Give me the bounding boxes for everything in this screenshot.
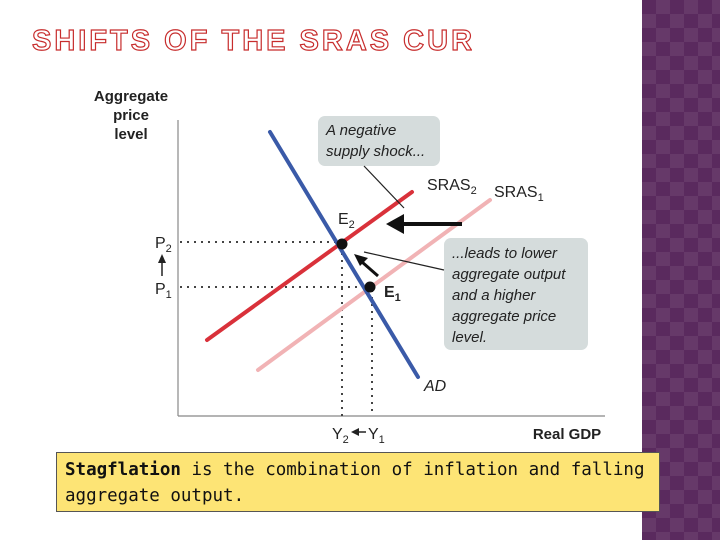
ad-label: AD <box>423 378 447 395</box>
shock-callout-pointer <box>363 165 405 209</box>
result-callout-line-4: aggregate price <box>452 308 556 325</box>
x-axis-label: Real GDP <box>533 426 601 443</box>
ad-curve <box>268 130 420 379</box>
sras2-curve <box>205 190 414 342</box>
y2-label: Y2 <box>332 426 349 446</box>
shock-callout-line-2: supply shock... <box>326 143 425 160</box>
shift-arrow-head <box>386 214 404 234</box>
e1-point <box>364 281 376 293</box>
decorative-side-band <box>642 0 720 540</box>
y-axis-label-line-2: price <box>113 107 149 124</box>
p2-label: P2 <box>155 235 172 255</box>
slide-title: SHIFTS OF THE SRAS CURVE <box>31 20 516 65</box>
y1-label: Y1 <box>368 426 385 446</box>
e1-label: E1 <box>384 284 401 304</box>
y-axis-label-line-1: Aggregate <box>94 88 168 105</box>
shock-callout-box <box>318 116 440 166</box>
movement-arrow <box>361 260 379 278</box>
price-rise-arrow-head <box>158 254 166 263</box>
result-callout-box <box>444 238 588 350</box>
result-callout-pointer <box>363 251 445 271</box>
e2-point <box>336 238 348 250</box>
caption-term: Stagflation <box>65 460 181 480</box>
stagflation-caption: Stagflation is the combination of inflat… <box>56 452 660 512</box>
result-callout-line-2: aggregate output <box>452 266 566 283</box>
y-axis-label-line-3: level <box>114 126 147 143</box>
result-callout-line-3: and a higher <box>452 287 536 304</box>
e2-label: E2 <box>338 211 355 231</box>
movement-arrow-head <box>354 254 368 266</box>
output-fall-arrow-head <box>351 428 359 436</box>
result-callout-line-1: ...leads to lower <box>452 245 558 262</box>
result-callout-line-5: level. <box>452 329 487 346</box>
caption-definition: is the combination of inflation and fall… <box>65 460 645 506</box>
sras-shift-diagram: Aggregate price level Real GDP SRAS2 SRA… <box>94 88 605 446</box>
slide-title-text: SHIFTS OF THE SRAS CURVE <box>32 25 472 57</box>
sras2-label: SRAS2 <box>427 177 477 197</box>
p1-label: P1 <box>155 281 172 301</box>
shock-callout-line-1: A negative <box>325 122 396 139</box>
sras1-label: SRAS1 <box>494 184 544 204</box>
